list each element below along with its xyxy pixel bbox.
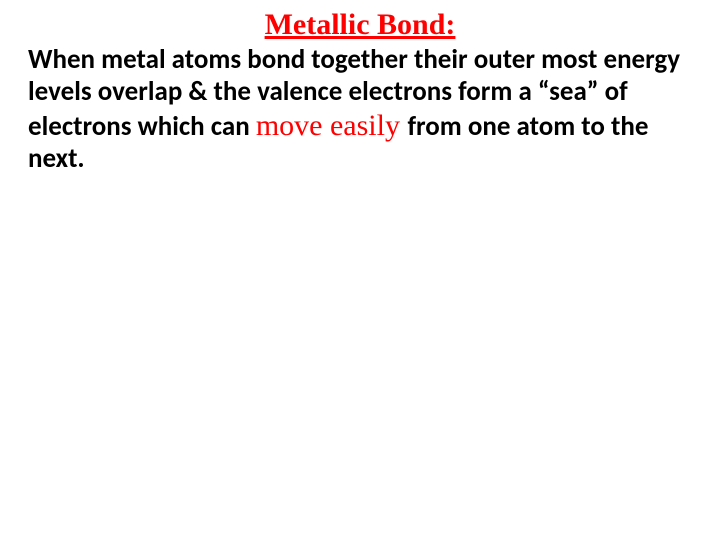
highlight-move-easily: move easily (256, 109, 408, 142)
slide: Metallic Bond: When metal atoms bond tog… (0, 0, 720, 540)
slide-body: When metal atoms bond together their out… (28, 44, 692, 175)
slide-title: Metallic Bond: (28, 8, 692, 42)
